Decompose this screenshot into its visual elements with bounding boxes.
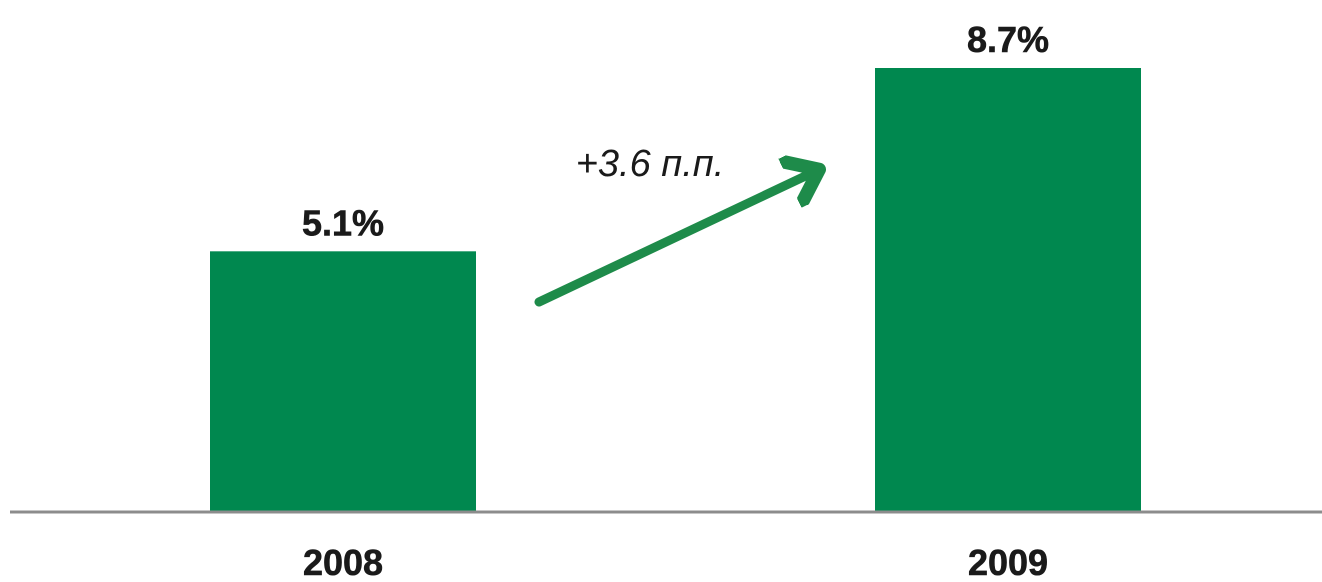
bar-2008 bbox=[210, 251, 476, 511]
data-label-2008: 5.1% bbox=[302, 202, 384, 243]
change-annotation: +3.6 п.п. bbox=[534, 143, 816, 307]
trend-arrow-icon bbox=[534, 171, 816, 307]
x-tick-label-2009: 2009 bbox=[968, 542, 1048, 582]
labels-layer: 5.1% 8.7% bbox=[302, 19, 1050, 244]
data-label-2009: 8.7% bbox=[967, 19, 1049, 60]
change-annotation-label: +3.6 п.п. bbox=[576, 143, 725, 185]
tick-labels-layer: 2008 2009 bbox=[303, 542, 1049, 582]
bar-2009 bbox=[875, 68, 1141, 511]
x-tick-label-2008: 2008 bbox=[303, 542, 383, 582]
bars-layer bbox=[210, 68, 1141, 511]
